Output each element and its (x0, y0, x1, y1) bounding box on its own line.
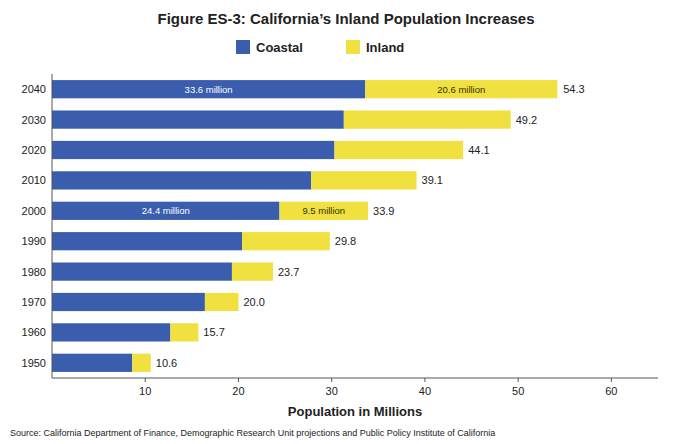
bar-segment (52, 262, 232, 280)
x-axis-line (52, 378, 658, 379)
total-label: 29.8 (335, 235, 356, 247)
x-tick (518, 378, 519, 382)
source-note: Source: California Department of Finance… (10, 428, 495, 438)
bar-segment (311, 171, 416, 189)
total-label: 20.0 (243, 296, 264, 308)
total-label: 10.6 (156, 357, 177, 369)
x-tick (611, 378, 612, 382)
x-tick-label: 20 (232, 385, 244, 397)
bar-segment (52, 232, 242, 250)
x-tick-label: 40 (419, 385, 431, 397)
bar-segment (132, 354, 151, 372)
y-tick-label: 1980 (22, 266, 46, 278)
y-tick-label: 2000 (22, 205, 46, 217)
legend-swatch (346, 40, 360, 54)
bar-segment (205, 293, 239, 311)
bar-segment (52, 202, 279, 220)
segment-label: 20.6 million (437, 84, 485, 95)
bar-segment (52, 323, 170, 341)
y-tick-label: 2030 (22, 114, 46, 126)
chart: Figure ES-3: California’s Inland Populat… (0, 0, 692, 444)
bar-segment (334, 141, 463, 159)
segment-label: 9.5 million (302, 205, 345, 216)
total-label: 33.9 (373, 205, 394, 217)
legend: Coastal Inland (236, 40, 404, 55)
x-tick (238, 378, 239, 382)
legend-label: Inland (366, 40, 404, 55)
y-tick-label: 1950 (22, 357, 46, 369)
y-tick-label: 1970 (22, 296, 46, 308)
legend-label: Coastal (256, 40, 303, 55)
bar-segment (52, 171, 311, 189)
x-tick-label: 10 (139, 385, 151, 397)
segment-label: 33.6 million (185, 84, 233, 95)
y-tick-label: 2010 (22, 174, 46, 186)
x-axis-label: Population in Millions (288, 404, 422, 419)
bar-segment (232, 262, 273, 280)
bar-segment (52, 141, 334, 159)
total-label: 39.1 (422, 174, 443, 186)
total-label: 44.1 (468, 144, 489, 156)
y-tick-label: 1990 (22, 235, 46, 247)
page: {"chart_data": { "type": "bar", "orienta… (0, 0, 692, 444)
x-tick (145, 378, 146, 382)
segment-label: 24.4 million (142, 205, 190, 216)
y-axis-line (52, 74, 53, 378)
x-tick-label: 60 (605, 385, 617, 397)
bars (52, 80, 557, 372)
axes: 1020304050601950196019701980199020002010… (22, 74, 658, 397)
x-tick-label: 50 (512, 385, 524, 397)
x-tick (424, 378, 425, 382)
total-label: 49.2 (516, 114, 537, 126)
bar-segment (52, 293, 205, 311)
bar-segment (344, 110, 511, 128)
bar-segment (52, 110, 344, 128)
bar-segment (279, 202, 368, 220)
total-label: 23.7 (278, 266, 299, 278)
x-tick (331, 378, 332, 382)
bar-segment (170, 323, 198, 341)
legend-swatch (236, 40, 250, 54)
total-label: 15.7 (203, 326, 224, 338)
y-tick-label: 2020 (22, 144, 46, 156)
bar-segment (365, 80, 557, 98)
total-label: 54.3 (563, 83, 584, 95)
y-tick-label: 2040 (22, 83, 46, 95)
bar-segment (52, 80, 365, 98)
bar-segment (52, 354, 132, 372)
bar-segment (242, 232, 330, 250)
title: Figure ES-3: California’s Inland Populat… (157, 10, 534, 27)
y-tick-label: 1960 (22, 326, 46, 338)
data-labels: 10.6 15.7 20.0 23.7 29.8 24.4 million 9.5 mill… (142, 83, 585, 369)
x-tick-label: 30 (326, 385, 338, 397)
